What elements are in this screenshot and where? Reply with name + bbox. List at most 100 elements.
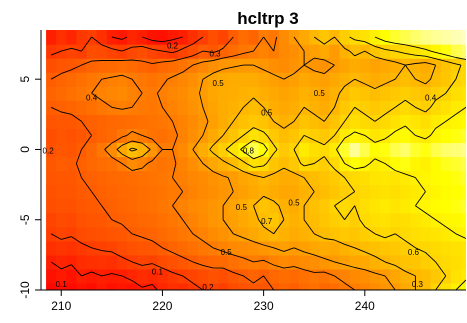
heatmap-cell <box>248 30 260 45</box>
heatmap-cell <box>420 86 432 101</box>
heatmap-cell <box>207 72 219 87</box>
heatmap-cell <box>127 156 138 172</box>
heatmap-cell <box>440 198 452 214</box>
heatmap-cell <box>278 114 290 129</box>
contour-label: 0.5 <box>261 109 273 118</box>
heatmap-cell <box>440 240 452 256</box>
heatmap-cell <box>106 114 118 129</box>
heatmap-cell <box>106 254 118 270</box>
heatmap-cell <box>147 184 158 200</box>
heatmap-cell <box>359 58 371 73</box>
heatmap-cell <box>86 44 98 59</box>
heatmap-cell <box>127 212 138 228</box>
heatmap-cell <box>379 142 391 158</box>
heatmap-cell <box>379 184 391 200</box>
heatmap-cell <box>187 240 199 256</box>
heatmap-cell <box>56 212 67 228</box>
heatmap-cell <box>278 86 290 101</box>
heatmap-cell <box>187 30 199 45</box>
heatmap-cell <box>400 268 411 284</box>
heatmap-cell <box>147 282 158 290</box>
heatmap-cell <box>329 212 341 228</box>
heatmap-cell <box>288 100 300 115</box>
heatmap-cell <box>309 282 320 290</box>
heatmap-cell <box>339 100 351 115</box>
heatmap-cell <box>147 86 158 101</box>
heatmap-cell <box>116 100 128 115</box>
contour-label: 0.5 <box>221 248 233 257</box>
heatmap-cell <box>248 142 260 158</box>
y-tick-label: -5 <box>18 214 32 225</box>
heatmap-cell <box>359 86 371 101</box>
heatmap-cell <box>379 100 391 115</box>
heatmap-cell <box>218 142 229 158</box>
heatmap-cell <box>127 86 138 101</box>
heatmap-cell <box>400 254 411 270</box>
heatmap-cell <box>268 212 280 228</box>
heatmap-cell <box>177 128 189 144</box>
heatmap-cell <box>207 268 219 284</box>
heatmap-cell <box>207 156 219 172</box>
heatmap-cell <box>349 156 361 172</box>
heatmap-cell <box>268 86 280 101</box>
heatmap-cell <box>76 240 88 256</box>
heatmap-cell <box>66 44 78 59</box>
heatmap-cell <box>66 240 78 256</box>
heatmap-cell <box>349 142 361 158</box>
heatmap-cell <box>299 30 310 45</box>
heatmap-cell <box>218 226 229 242</box>
heatmap-cell <box>450 198 462 214</box>
heatmap-cell <box>106 44 118 59</box>
heatmap-cell <box>86 198 98 214</box>
heatmap-cell <box>349 170 361 186</box>
heatmap-cell <box>430 128 442 144</box>
heatmap-cell <box>390 268 401 284</box>
heatmap-cell <box>450 282 462 290</box>
heatmap-cell <box>450 44 462 59</box>
heatmap-cell <box>46 58 57 73</box>
heatmap-cell <box>420 72 432 87</box>
heatmap-cell <box>309 44 320 59</box>
heatmap-cell <box>258 86 270 101</box>
heatmap-cell <box>197 114 209 129</box>
heatmap-cell <box>450 128 462 144</box>
heatmap-cell <box>258 58 270 73</box>
heatmap-cell <box>450 268 462 284</box>
heatmap-cell <box>76 72 88 87</box>
heatmap-cell <box>137 44 148 59</box>
heatmap-cell <box>228 240 239 256</box>
heatmap-cell <box>400 198 411 214</box>
heatmap-cell <box>157 212 169 228</box>
heatmap-cell <box>299 184 310 200</box>
heatmap-cell <box>218 100 229 115</box>
heatmap-cell <box>369 254 381 270</box>
heatmap-cell <box>56 226 67 242</box>
heatmap-cell <box>349 254 361 270</box>
heatmap-cell <box>66 30 78 45</box>
heatmap-cell <box>127 268 138 284</box>
heatmap-cell <box>116 254 128 270</box>
heatmap-cell <box>410 156 422 172</box>
heatmap-cell <box>167 30 179 45</box>
heatmap-cell <box>450 184 462 200</box>
y-tick-label: 5 <box>18 76 32 83</box>
heatmap-cell <box>96 142 108 158</box>
heatmap-cell <box>187 86 199 101</box>
heatmap-cell <box>167 156 179 172</box>
heatmap-cell <box>116 142 128 158</box>
heatmap-cell <box>420 142 432 158</box>
heatmap-cell <box>339 282 351 290</box>
heatmap-cell <box>349 114 361 129</box>
heatmap-cell <box>430 30 442 45</box>
contour-line-0-5 <box>116 36 396 290</box>
heatmap-cell <box>268 268 280 284</box>
heatmap-cell <box>56 100 67 115</box>
heatmap-cell <box>420 226 432 242</box>
heatmap-cell <box>137 184 148 200</box>
contour-label: 0.4 <box>86 93 98 102</box>
heatmap-cell <box>268 100 280 115</box>
heatmap-cell <box>76 44 88 59</box>
heatmap-cell <box>430 198 442 214</box>
heatmap-cell <box>430 184 442 200</box>
heatmap-cell <box>127 184 138 200</box>
